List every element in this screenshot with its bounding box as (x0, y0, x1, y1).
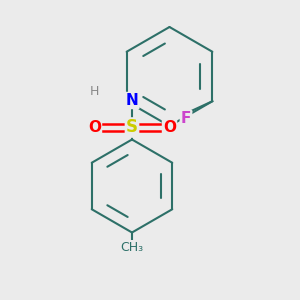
Text: CH₃: CH₃ (120, 241, 144, 254)
Text: N: N (126, 93, 138, 108)
Text: F: F (181, 111, 191, 126)
Text: O: O (163, 120, 176, 135)
Text: O: O (88, 120, 101, 135)
Text: H: H (90, 85, 99, 98)
Text: S: S (126, 118, 138, 136)
